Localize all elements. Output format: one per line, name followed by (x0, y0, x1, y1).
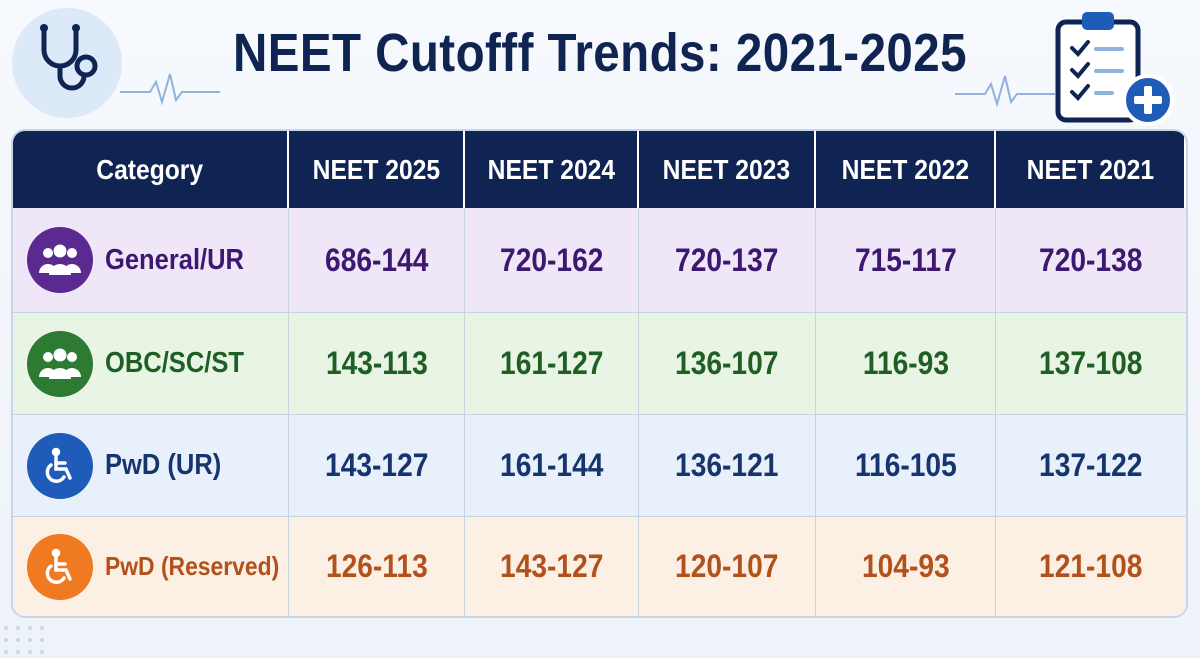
table-cell: 720-137 (639, 208, 816, 312)
category-label: PwD (UR) (105, 449, 222, 481)
table-cell: 686-144 (289, 208, 465, 312)
heartbeat-line-right (955, 75, 1055, 108)
cutoff-table: Category NEET 2025 NEET 2024 NEET 2023 N… (11, 129, 1188, 618)
table-cell: 720-162 (465, 208, 639, 312)
stethoscope-badge (12, 8, 122, 118)
table-cell: 136-107 (639, 312, 816, 414)
category-label: General/UR (105, 243, 244, 276)
table-cell: 137-122 (996, 414, 1186, 516)
column-header-neet-2021: NEET 2021 (996, 131, 1186, 208)
column-header-neet-2025: NEET 2025 (289, 131, 465, 208)
row-category-pwd-reserved: PwD (Reserved) (13, 516, 289, 616)
table-cell: 136-121 (639, 414, 816, 516)
group-icon (27, 330, 93, 397)
dot-pattern (4, 626, 44, 654)
column-header-label: NEET 2025 (312, 153, 440, 185)
heartbeat-line-left (120, 73, 220, 106)
table-cell: 126-113 (289, 516, 465, 616)
table-cell: 143-127 (465, 516, 639, 616)
table-cell: 121-108 (996, 516, 1186, 616)
column-header-label: NEET 2022 (841, 153, 969, 185)
table-cell: 120-107 (639, 516, 816, 616)
stethoscope-icon (40, 24, 98, 91)
category-label: OBC/SC/ST (105, 347, 244, 379)
table-cell: 161-144 (465, 414, 639, 516)
table-cell: 116-105 (816, 414, 996, 516)
group-icon (27, 227, 93, 293)
column-header-neet-2022: NEET 2022 (816, 131, 996, 208)
table-cell: 715-117 (816, 208, 996, 312)
table-cell: 143-127 (289, 414, 465, 516)
column-header-neet-2024: NEET 2024 (465, 131, 639, 208)
column-header-category: Category (13, 131, 289, 208)
column-header-label: NEET 2024 (487, 153, 615, 185)
column-header-neet-2023: NEET 2023 (639, 131, 816, 208)
column-header-label: NEET 2021 (1026, 153, 1154, 185)
table-cell: 161-127 (465, 312, 639, 414)
wheelchair-icon (27, 533, 93, 600)
table-cell: 143-113 (289, 312, 465, 414)
clipboard-plus-icon (1055, 12, 1174, 126)
chart-title: NEET Cutofff Trends: 2021-2025 (232, 23, 968, 83)
table-cell: 104-93 (816, 516, 996, 616)
column-header-label: Category (96, 153, 204, 185)
wheelchair-icon (27, 432, 93, 499)
row-category-obc-sc-st: OBC/SC/ST (13, 312, 289, 414)
table-cell: 116-93 (816, 312, 996, 414)
table-cell: 720-138 (996, 208, 1186, 312)
table-cell: 137-108 (996, 312, 1186, 414)
column-header-label: NEET 2023 (662, 153, 791, 185)
row-category-general-ur: General/UR (13, 208, 289, 312)
category-label: PwD (Reserved) (105, 551, 280, 581)
row-category-pwd-ur: PwD (UR) (13, 414, 289, 516)
